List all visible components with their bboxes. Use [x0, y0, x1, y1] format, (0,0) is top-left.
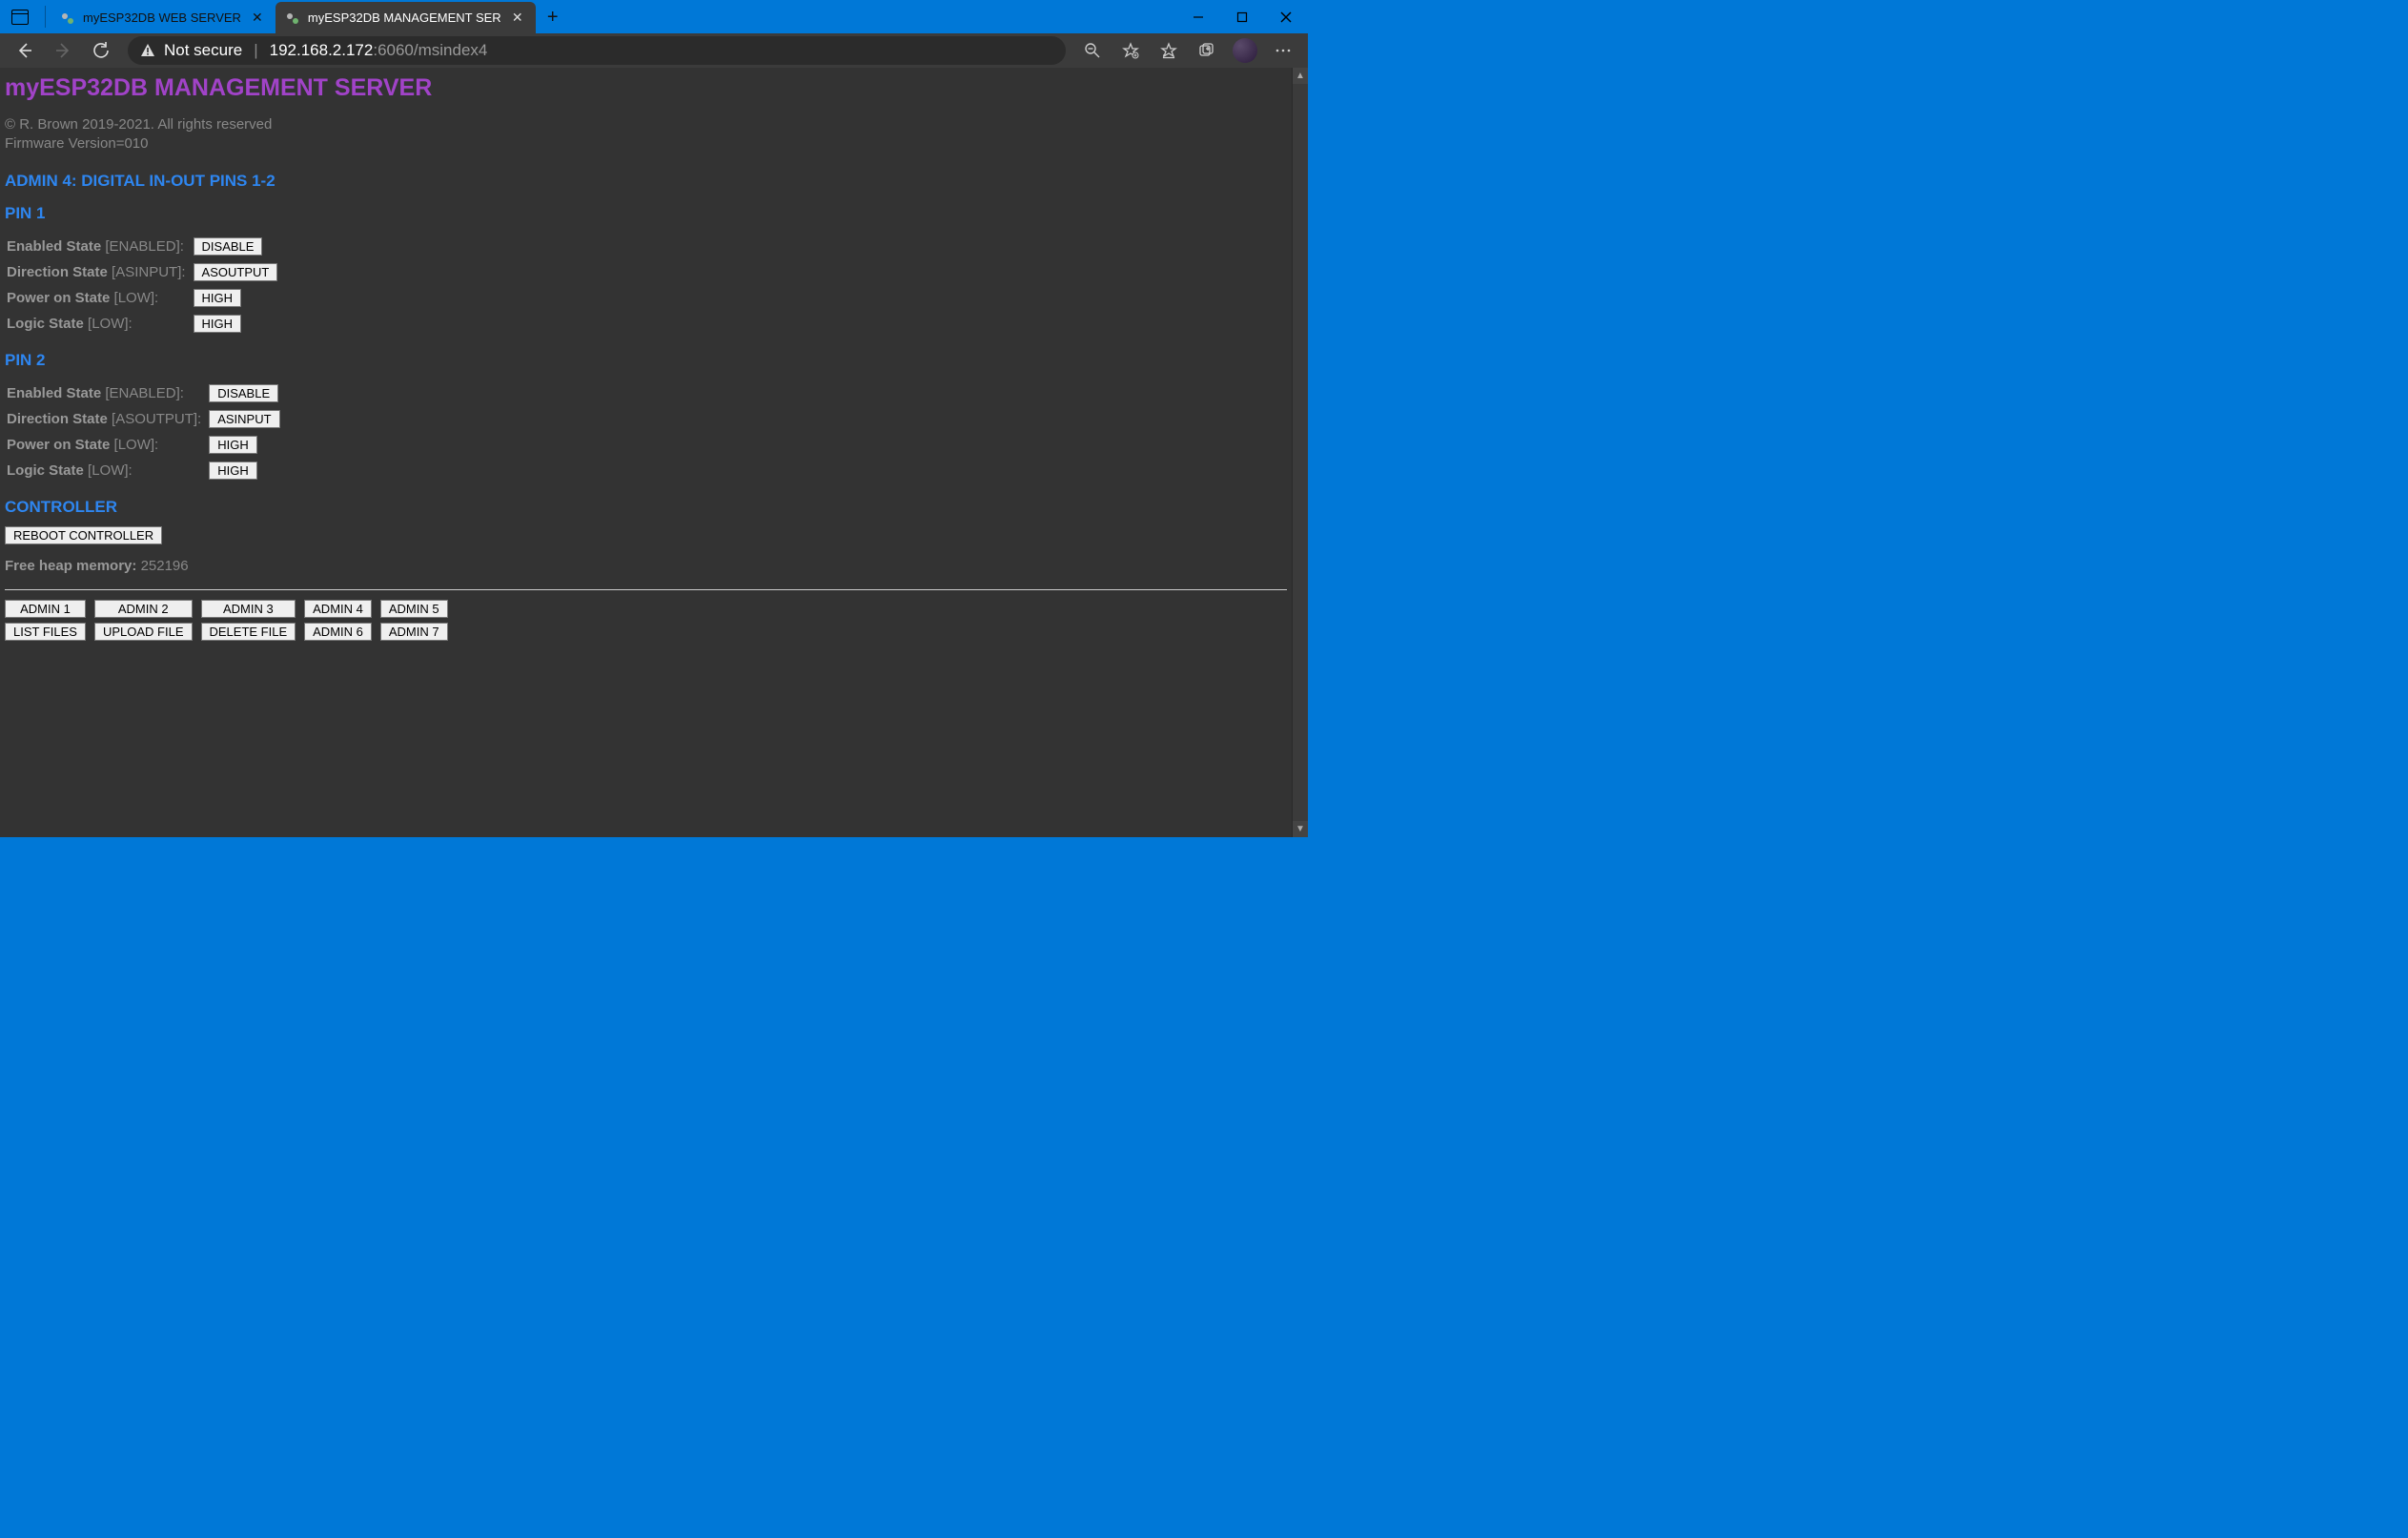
admin-nav-grid: ADMIN 1 ADMIN 2 ADMIN 3 ADMIN 4 ADMIN 5 …	[5, 600, 448, 641]
state-value: [ENABLED]:	[105, 385, 184, 401]
scroll-track[interactable]	[1293, 84, 1308, 821]
state-value: [LOW]:	[88, 316, 133, 332]
address-bar[interactable]: Not secure | 192.168.2.172:6060/msindex4	[128, 36, 1066, 65]
table-row: Power on State [LOW]: HIGH	[7, 286, 283, 310]
state-label: Direction State	[7, 411, 108, 427]
tab-favicon-icon	[60, 10, 75, 26]
admin-4-button[interactable]: ADMIN 4	[304, 600, 372, 618]
section-heading: ADMIN 4: DIGITAL IN-OUT PINS 1-2	[5, 172, 1287, 191]
pin1-heading: PIN 1	[5, 204, 1287, 223]
tab-strip: myESP32DB WEB SERVER ✕ myESP32DB MANAGEM…	[51, 0, 1176, 33]
refresh-button[interactable]	[84, 35, 118, 66]
maximize-button[interactable]	[1220, 0, 1264, 33]
state-label: Enabled State	[7, 385, 101, 401]
menu-button[interactable]	[1266, 35, 1300, 66]
table-row: Logic State [LOW]: HIGH	[7, 459, 286, 482]
high-button[interactable]: HIGH	[194, 315, 242, 333]
heap-value: 252196	[141, 558, 189, 574]
pin2-heading: PIN 2	[5, 351, 1287, 370]
state-value: [ENABLED]:	[105, 238, 184, 255]
pin1-table: Enabled State [ENABLED]: DISABLE Directi…	[5, 233, 285, 338]
list-files-button[interactable]: LIST FILES	[5, 623, 86, 641]
state-label: Enabled State	[7, 238, 101, 255]
vertical-scrollbar[interactable]: ▲ ▼	[1292, 68, 1308, 837]
state-label: Logic State	[7, 462, 84, 479]
url-host: 192.168.2.172	[270, 41, 374, 59]
tab-divider	[45, 6, 46, 28]
table-row: Enabled State [ENABLED]: DISABLE	[7, 235, 283, 258]
close-icon[interactable]: ✕	[249, 10, 266, 27]
high-button[interactable]: HIGH	[209, 461, 257, 480]
disable-button[interactable]: DISABLE	[209, 384, 278, 402]
firmware-text: Firmware Version=010	[5, 134, 1287, 154]
state-label: Direction State	[7, 264, 108, 280]
admin-6-button[interactable]: ADMIN 6	[304, 623, 372, 641]
viewport: myESP32DB MANAGEMENT SERVER © R. Brown 2…	[0, 68, 1308, 837]
close-icon[interactable]: ✕	[509, 10, 526, 27]
forward-button[interactable]	[46, 35, 80, 66]
pin2-table: Enabled State [ENABLED]: DISABLE Directi…	[5, 379, 288, 484]
zoom-out-button[interactable]	[1075, 35, 1110, 66]
state-value: [LOW]:	[114, 437, 159, 453]
warning-icon	[139, 42, 156, 59]
delete-file-button[interactable]: DELETE FILE	[201, 623, 296, 641]
divider	[5, 589, 1287, 590]
address-separator: |	[254, 41, 257, 60]
table-row: Direction State [ASOUTPUT]: ASINPUT	[7, 407, 286, 431]
reboot-controller-button[interactable]: REBOOT CONTROLLER	[5, 526, 162, 544]
high-button[interactable]: HIGH	[209, 436, 257, 454]
state-value: [LOW]:	[88, 462, 133, 479]
state-label: Power on State	[7, 437, 110, 453]
table-row: Logic State [LOW]: HIGH	[7, 312, 283, 336]
page-content: myESP32DB MANAGEMENT SERVER © R. Brown 2…	[0, 68, 1292, 837]
table-row: Enabled State [ENABLED]: DISABLE	[7, 381, 286, 405]
table-row: Direction State [ASINPUT]: ASOUTPUT	[7, 260, 283, 284]
state-label: Power on State	[7, 290, 110, 306]
admin-1-button[interactable]: ADMIN 1	[5, 600, 86, 618]
url-path: :6060/msindex4	[373, 41, 487, 59]
tab-title: myESP32DB MANAGEMENT SER	[308, 10, 501, 25]
window-controls	[1176, 0, 1308, 33]
heap-memory-line: Free heap memory: 252196	[5, 558, 1287, 574]
admin-7-button[interactable]: ADMIN 7	[380, 623, 448, 641]
state-value: [ASOUTPUT]:	[112, 411, 201, 427]
controller-heading: CONTROLLER	[5, 498, 1287, 517]
admin-2-button[interactable]: ADMIN 2	[94, 600, 193, 618]
page-title: myESP32DB MANAGEMENT SERVER	[5, 74, 1287, 102]
tab-inactive[interactable]: myESP32DB WEB SERVER ✕	[51, 2, 275, 33]
heap-label: Free heap memory:	[5, 558, 136, 574]
copyright-text: © R. Brown 2019-2021. All rights reserve…	[5, 115, 1287, 134]
state-label: Logic State	[7, 316, 84, 332]
close-window-button[interactable]	[1264, 0, 1308, 33]
admin-5-button[interactable]: ADMIN 5	[380, 600, 448, 618]
tab-favicon-icon	[285, 10, 300, 26]
state-value: [LOW]:	[114, 290, 159, 306]
admin-3-button[interactable]: ADMIN 3	[201, 600, 296, 618]
app-icon	[0, 0, 40, 33]
asinput-button[interactable]: ASINPUT	[209, 410, 279, 428]
not-secure-label: Not secure	[164, 41, 242, 60]
scroll-down-icon[interactable]: ▼	[1293, 821, 1308, 837]
favorites-button[interactable]	[1113, 35, 1148, 66]
minimize-button[interactable]	[1176, 0, 1220, 33]
favorites-bar-button[interactable]	[1152, 35, 1186, 66]
high-button[interactable]: HIGH	[194, 289, 242, 307]
collections-button[interactable]	[1190, 35, 1224, 66]
state-value: [ASINPUT]:	[112, 264, 186, 280]
table-row: Power on State [LOW]: HIGH	[7, 433, 286, 457]
scroll-up-icon[interactable]: ▲	[1293, 68, 1308, 84]
disable-button[interactable]: DISABLE	[194, 237, 263, 256]
tab-title: myESP32DB WEB SERVER	[83, 10, 241, 25]
profile-button[interactable]	[1228, 35, 1262, 66]
asoutput-button[interactable]: ASOUTPUT	[194, 263, 278, 281]
avatar	[1233, 38, 1257, 63]
browser-toolbar: Not secure | 192.168.2.172:6060/msindex4	[0, 33, 1308, 68]
tab-active[interactable]: myESP32DB MANAGEMENT SER ✕	[275, 2, 536, 33]
new-tab-button[interactable]: +	[536, 2, 570, 33]
titlebar: myESP32DB WEB SERVER ✕ myESP32DB MANAGEM…	[0, 0, 1308, 33]
back-button[interactable]	[8, 35, 42, 66]
upload-file-button[interactable]: UPLOAD FILE	[94, 623, 193, 641]
